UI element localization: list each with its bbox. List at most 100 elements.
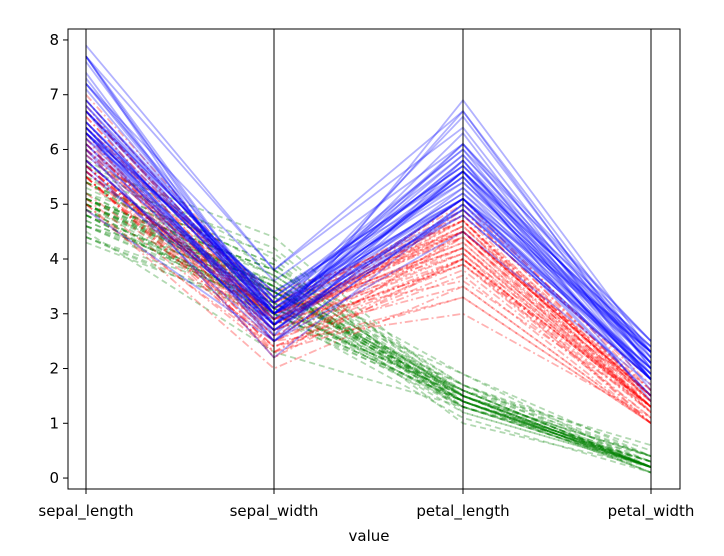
series-2-line-36 [85,132,652,348]
series-0-line-46 [85,197,652,468]
series-2-line-29 [85,83,652,391]
series-0-line-20 [85,181,652,468]
y-tick-label: 0 [49,469,59,487]
series-1-line-34 [85,181,652,397]
series-2-line-3 [85,132,652,381]
series-2-line-31 [85,44,652,370]
series-2-line-6 [85,208,652,386]
series-1-line-5 [85,165,652,408]
series-0-line-41 [85,230,652,463]
series-1-line-28 [85,148,652,397]
series-1-line-23 [85,143,652,413]
series-0-line-24 [85,214,652,468]
series-1-line-21 [85,143,652,408]
series-0-line-27 [85,192,652,468]
series-2-line-34 [85,143,652,402]
series-1-line-48 [85,198,652,419]
x-axis: sepal_length sepal_width petal_length petal… [38,489,694,521]
series-2-line-49 [85,154,652,381]
series-2-line-38 [85,148,652,381]
series-2-line-2 [85,88,652,364]
series-1-line-24 [85,126,652,408]
series-0-line-2 [85,219,652,468]
series-lines [85,44,652,474]
series-2-line-12 [85,105,652,364]
series-0-line-0 [85,197,652,468]
series-0-line-42 [85,236,652,468]
series-2-line-9 [85,83,652,342]
series-1 [85,94,652,425]
y-tick-label: 6 [49,140,59,158]
series-1-line-32 [85,159,652,414]
series-0-line-9 [85,208,652,474]
series-1-line-39 [85,176,652,408]
series-0-line-32 [85,192,652,474]
series-1-line-19 [85,170,652,419]
series-0-line-36 [85,176,652,468]
y-tick-label: 8 [49,31,59,49]
series-2-line-32 [85,126,652,359]
series-1-line-0 [85,94,652,403]
series-0-line-37 [85,208,652,474]
series-1-line-43 [85,203,652,425]
series-1-line-3 [85,176,652,408]
series-0-line-31 [85,181,652,457]
series-2-line-47 [85,121,652,370]
series-1-line-9 [85,192,652,403]
series-0-line-10 [85,181,652,468]
series-1-line-36 [85,110,652,397]
series-1-line-30 [85,176,652,419]
series-1-line-17 [85,159,652,424]
series-0-line-38 [85,236,652,468]
x-axis-title: value [349,527,390,545]
series-2-line-33 [85,132,652,397]
series-0-line-5 [85,181,652,457]
series-1-line-10 [85,203,652,425]
series-2-line-39 [85,99,652,364]
series-2 [85,44,652,402]
series-0-line-4 [85,203,652,468]
series-2-line-4 [85,121,652,359]
series-0-line-40 [85,203,652,463]
series-0-line-13 [85,241,652,474]
series-1-line-38 [85,170,652,408]
series-1-line-25 [85,115,652,403]
series-1-line-31 [85,176,652,424]
series-1-line-41 [85,143,652,403]
series-2-line-35 [85,55,652,353]
series-2-line-23 [85,132,652,381]
y-axis: 0 1 2 3 4 5 6 7 8 [49,31,68,487]
series-1-line-2 [85,99,652,397]
series-2-line-26 [85,137,652,381]
series-1-line-49 [85,165,652,408]
series-0-line-26 [85,203,652,457]
series-1-line-45 [85,165,652,414]
series-2-line-5 [85,61,652,364]
series-1-line-47 [85,137,652,408]
x-tick-label: petal_width [608,502,695,521]
series-2-line-24 [85,110,652,364]
series-0-line-8 [85,236,652,468]
series-2-line-27 [85,143,652,381]
series-2-line-22 [85,55,652,370]
series-2-line-0 [85,132,652,342]
series-0-line-35 [85,203,652,468]
series-0-line-22 [85,225,652,468]
series-2-line-15 [85,126,652,353]
series-1-line-1 [85,126,652,397]
series-2-line-28 [85,126,652,364]
series-1-line-6 [85,132,652,392]
series-1-line-7 [85,208,652,425]
series-0-line-17 [85,197,652,463]
series-2-line-18 [85,55,652,353]
series-0-line-12 [85,214,652,474]
series-2-line-11 [85,126,652,375]
series-1-line-33 [85,148,652,392]
series-2-line-19 [85,148,652,397]
series-2-line-43 [85,105,652,353]
series-1-line-18 [85,137,652,397]
series-2-line-48 [85,137,652,353]
series-2-line-46 [85,132,652,375]
series-0-line-28 [85,192,652,468]
y-tick-label: 3 [49,305,59,323]
